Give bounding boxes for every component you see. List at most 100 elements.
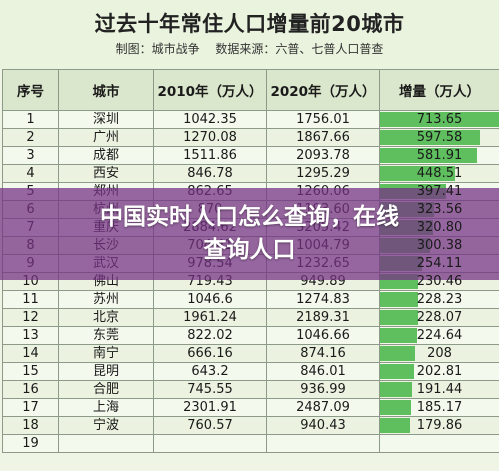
author-credit: 制图：城市战争 xyxy=(115,42,200,56)
increase-value: 713.65 xyxy=(416,112,463,127)
population-2010: 1511.86 xyxy=(153,146,267,165)
city-name: 宁波 xyxy=(58,416,154,435)
population-2010: 666.16 xyxy=(153,344,267,363)
population-2020: 1295.29 xyxy=(266,164,380,183)
table-row: 15 昆明 643.2 846.01 202.81 xyxy=(2,362,499,381)
population-2020: 846.01 xyxy=(266,362,380,381)
row-index: 15 xyxy=(2,362,59,381)
population-2010: 1046.6 xyxy=(153,290,267,309)
population-increase: 228.23 xyxy=(379,290,499,309)
population-increase: 202.81 xyxy=(379,362,499,381)
table-header-row: 序号 城市 2010年（万人） 2020年（万人） 增量（万人） xyxy=(2,69,499,111)
increase-value: 191.44 xyxy=(416,382,463,397)
city-name: 广州 xyxy=(58,128,154,147)
chart-subtitle: 制图：城市战争 数据来源：六普、七普人口普查 xyxy=(0,40,499,57)
column-header-index: 序号 xyxy=(2,69,59,111)
increase-bar xyxy=(380,292,419,307)
column-header-increase: 增量（万人） xyxy=(379,69,499,111)
increase-value: 230.46 xyxy=(416,274,463,289)
table-body: 1 深圳 1042.35 1756.01 713.65 2 广州 1270.08 1867.66… xyxy=(2,110,499,453)
row-index: 12 xyxy=(2,308,59,327)
table-row: 2 广州 1270.08 1867.66 597.58 xyxy=(2,128,499,147)
population-2020: 936.99 xyxy=(266,380,380,399)
population-2020: 2487.09 xyxy=(266,398,380,417)
row-index: 14 xyxy=(2,344,59,363)
population-2020: 1867.66 xyxy=(266,128,380,147)
data-source: 数据来源：六普、七普人口普查 xyxy=(215,42,384,56)
increase-bar xyxy=(380,346,415,361)
population-increase: 597.58 xyxy=(379,128,499,147)
population-2010: 2301.91 xyxy=(153,398,267,417)
increase-value: 179.86 xyxy=(416,418,463,433)
city-name: 合肥 xyxy=(58,380,154,399)
population-2010: 760.57 xyxy=(153,416,267,435)
increase-value: 581.91 xyxy=(416,148,463,163)
increase-bar xyxy=(380,130,480,145)
population-increase: 228.07 xyxy=(379,308,499,327)
table-row: 18 宁波 760.57 940.43 179.86 xyxy=(2,416,499,435)
increase-value: 208 xyxy=(427,346,452,361)
population-increase xyxy=(379,434,499,453)
increase-bar xyxy=(380,418,410,433)
population-increase: 208 xyxy=(379,344,499,363)
city-name: 南宁 xyxy=(58,344,154,363)
table-row: 4 西安 846.78 1295.29 448.51 xyxy=(2,164,499,183)
increase-bar xyxy=(380,400,411,415)
table-row: 1 深圳 1042.35 1756.01 713.65 xyxy=(2,110,499,129)
table-row: 11 苏州 1046.6 1274.83 228.23 xyxy=(2,290,499,309)
population-increase: 191.44 xyxy=(379,380,499,399)
city-name: 苏州 xyxy=(58,290,154,309)
population-increase: 448.51 xyxy=(379,164,499,183)
increase-bar xyxy=(380,112,499,127)
city-name: 成都 xyxy=(58,146,154,165)
row-index: 4 xyxy=(2,164,59,183)
increase-value: 448.51 xyxy=(416,166,463,181)
increase-bar xyxy=(380,166,455,181)
table-row: 16 合肥 745.55 936.99 191.44 xyxy=(2,380,499,399)
increase-value: 254.11 xyxy=(416,256,463,271)
row-index: 19 xyxy=(2,434,59,453)
increase-value: 320.80 xyxy=(416,220,463,235)
population-2010: 643.2 xyxy=(153,362,267,381)
overlay-headline-line1: 中国实时人口怎么查询，在线 xyxy=(100,204,399,230)
population-increase: 179.86 xyxy=(379,416,499,435)
row-index: 17 xyxy=(2,398,59,417)
increase-bar xyxy=(380,310,419,325)
increase-bar xyxy=(380,328,418,343)
table-row: 3 成都 1511.86 2093.78 581.91 xyxy=(2,146,499,165)
population-2020: 874.16 xyxy=(266,344,380,363)
city-name xyxy=(58,434,154,453)
increase-value: 202.81 xyxy=(416,364,463,379)
population-2010: 1961.24 xyxy=(153,308,267,327)
increase-bar xyxy=(380,148,478,163)
population-increase: 581.91 xyxy=(379,146,499,165)
population-increase: 224.64 xyxy=(379,326,499,345)
city-name: 昆明 xyxy=(58,362,154,381)
increase-value: 228.23 xyxy=(416,292,463,307)
increase-bar xyxy=(380,382,412,397)
increase-value: 300.38 xyxy=(416,238,463,253)
increase-value: 323.56 xyxy=(416,202,463,217)
population-2020: 2093.78 xyxy=(266,146,380,165)
city-name: 上海 xyxy=(58,398,154,417)
table-row: 13 东莞 822.02 1046.66 224.64 xyxy=(2,326,499,345)
table-row: 14 南宁 666.16 874.16 208 xyxy=(2,344,499,363)
table-row: 17 上海 2301.91 2487.09 185.17 xyxy=(2,398,499,417)
column-header-2010: 2010年（万人） xyxy=(153,69,267,111)
chart-header: 过去十年常住人口增量前20城市 制图：城市战争 数据来源：六普、七普人口普查 xyxy=(0,0,499,69)
city-name: 西安 xyxy=(58,164,154,183)
row-index: 16 xyxy=(2,380,59,399)
population-2020: 1274.83 xyxy=(266,290,380,309)
population-2010: 1042.35 xyxy=(153,110,267,129)
column-header-2020: 2020年（万人） xyxy=(266,69,380,111)
increase-bar xyxy=(380,364,414,379)
row-index: 13 xyxy=(2,326,59,345)
population-2020: 1046.66 xyxy=(266,326,380,345)
population-2020: 1756.01 xyxy=(266,110,380,129)
population-2010: 822.02 xyxy=(153,326,267,345)
population-2010: 745.55 xyxy=(153,380,267,399)
population-2020: 940.43 xyxy=(266,416,380,435)
row-index: 3 xyxy=(2,146,59,165)
row-index: 1 xyxy=(2,110,59,129)
population-increase: 185.17 xyxy=(379,398,499,417)
